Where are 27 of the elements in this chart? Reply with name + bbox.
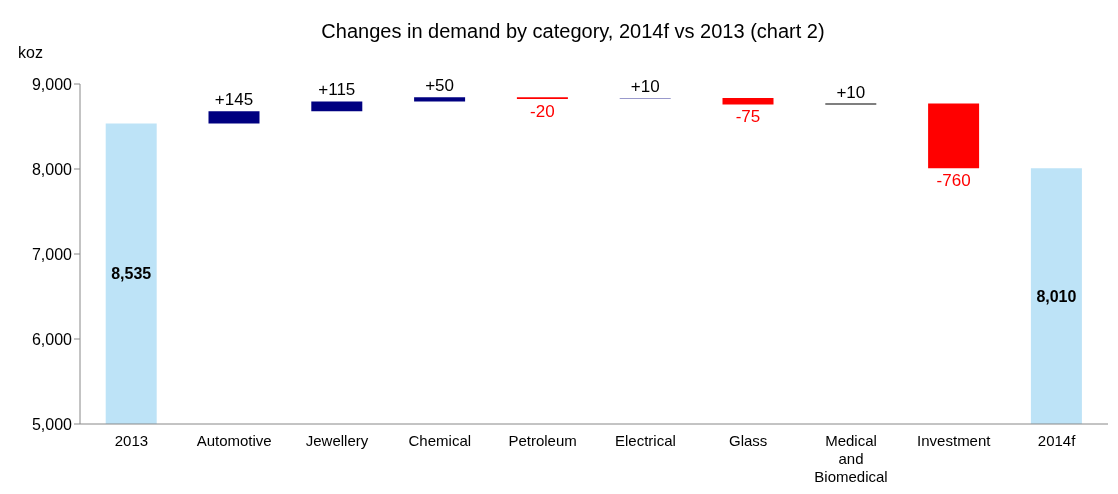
y-axis-title: koz [18,44,43,62]
y-tick-label: 6,000 [31,330,73,348]
x-tick-label: Glass [729,432,768,449]
x-tick-label: Electrical [614,432,676,449]
y-tick-label: 7,000 [31,245,73,263]
x-tick-label: Automotive [196,432,272,449]
data-label: 8,535 [111,265,152,283]
chart-title: Changes in demand by category, 2014f vs 2013 (chart 2) [320,20,826,43]
x-tick-label: Chemical [408,432,472,449]
y-tick-label: 5,000 [31,415,73,433]
y-tick-label: 8,000 [31,160,73,178]
data-label: -760 [936,171,971,191]
data-label: +10 [630,77,660,97]
data-label: 8,010 [1036,287,1077,305]
x-tick-label: Medical and Biomedical [814,432,888,485]
x-tick-label: 2013 [114,432,149,449]
data-label: -75 [735,107,761,127]
data-label: +115 [318,80,356,100]
x-tick-label: Jewellery [305,432,369,449]
x-tick-label: 2014f [1037,432,1077,449]
x-tick-label: Petroleum [508,432,577,449]
data-label: -20 [530,101,555,121]
data-label: +145 [214,90,254,110]
data-label: +10 [836,82,866,102]
x-tick-label: Investment [917,432,992,449]
y-tick-label: 9,000 [31,75,73,93]
data-label: +50 [425,76,455,96]
